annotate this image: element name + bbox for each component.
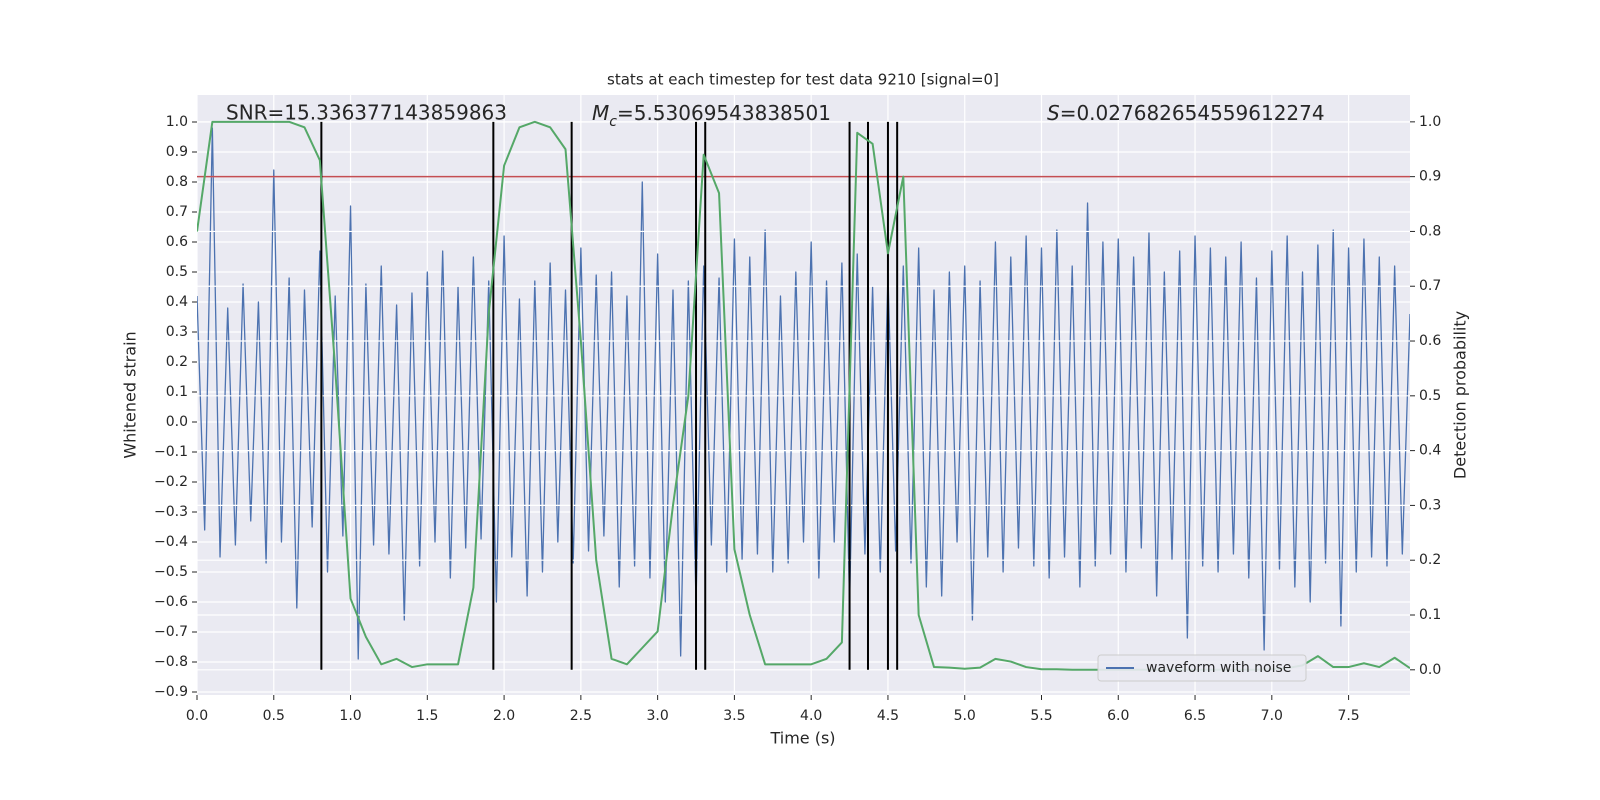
x-tick-label: 0.5 [263, 708, 285, 724]
y-tick-label: −0.9 [154, 684, 188, 700]
data-line [197, 127, 1410, 660]
y2-tick-label: 0.2 [1419, 552, 1441, 568]
y-tick-label: 0.0 [166, 414, 188, 430]
annotation-value: =0.027682654559612274 [1060, 101, 1325, 125]
legend: waveform with noise [1097, 654, 1307, 682]
y2-tick-label: 0.3 [1419, 497, 1441, 513]
y2-tick-label: 0.6 [1419, 333, 1441, 349]
y-tick-label: 0.6 [166, 234, 188, 250]
y-tick-label: −0.6 [154, 594, 188, 610]
legend-label: waveform with noise [1146, 660, 1291, 676]
x-tick-label: 6.0 [1107, 708, 1129, 724]
y-tick-label: −0.4 [154, 534, 188, 550]
annotation-chirp-mass: Mc=5.53069543838501 [592, 101, 831, 131]
x-tick-label: 3.0 [647, 708, 669, 724]
y-tick-label: 0.3 [166, 324, 188, 340]
annotation-snr: SNR=15.336377143859863 [226, 101, 507, 125]
y2-tick-label: 1.0 [1419, 114, 1441, 130]
x-tick-label: 1.0 [339, 708, 361, 724]
annotation-score: S=0.027682654559612274 [1047, 101, 1325, 125]
y-tick-label: 1.0 [166, 114, 188, 130]
legend-box [1097, 654, 1307, 682]
y-tick-label: −0.7 [154, 624, 188, 640]
x-tick-label: 4.5 [877, 708, 899, 724]
waveform-layer [197, 127, 1410, 660]
x-tick-label: 6.5 [1184, 708, 1206, 724]
y-tick-label: 0.1 [166, 384, 188, 400]
annotation-symbol: M [592, 101, 609, 125]
ticks: 0.0 0.5 1.0 1.5 2.0 2.5 3.0 3.5 4.0 4.5 5.0 5.5 6.0 6… [154, 114, 1441, 724]
y-tick-label: −0.8 [154, 654, 188, 670]
y2-tick-label: 0.7 [1419, 278, 1441, 294]
y-tick-label: 0.9 [166, 144, 188, 160]
y-tick-label: −0.5 [154, 564, 188, 580]
y2-tick-label: 0.9 [1419, 169, 1441, 185]
y-tick-label: 0.5 [166, 264, 188, 280]
x-tick-label: 1.5 [416, 708, 438, 724]
annotation-value: =5.53069543838501 [617, 101, 831, 125]
y-tick-label: 0.4 [166, 294, 188, 310]
y-tick-label: 0.2 [166, 354, 188, 370]
chart-title: stats at each timestep for test data 921… [607, 71, 999, 89]
y-axis-label: Whitened strain [121, 331, 140, 458]
x-tick-label: 5.0 [954, 708, 976, 724]
y2-tick-label: 0.4 [1419, 443, 1441, 459]
x-tick-label: 4.0 [800, 708, 822, 724]
y-tick-label: 0.7 [166, 204, 188, 220]
x-axis-label: Time (s) [769, 729, 835, 748]
x-tick-label: 3.5 [723, 708, 745, 724]
annotation-symbol: S [1047, 101, 1060, 125]
y2-axis-label: Detection probability [1451, 311, 1470, 479]
x-tick-label: 2.5 [570, 708, 592, 724]
x-tick-label: 7.0 [1261, 708, 1283, 724]
y-tick-label: −0.3 [154, 504, 188, 520]
y-tick-label: −0.1 [154, 444, 188, 460]
x-tick-label: 2.0 [493, 708, 515, 724]
y2-tick-label: 0.8 [1419, 223, 1441, 239]
plot-area [197, 95, 1410, 695]
y-tick-label: 0.8 [166, 174, 188, 190]
x-tick-label: 5.5 [1030, 708, 1052, 724]
y2-tick-label: 0.0 [1419, 662, 1441, 678]
y2-tick-label: 0.1 [1419, 607, 1441, 623]
y-tick-label: −0.2 [154, 474, 188, 490]
y2-tick-label: 0.5 [1419, 388, 1441, 404]
x-tick-label: 7.5 [1337, 708, 1359, 724]
annotation-subscript: c [609, 114, 617, 130]
x-tick-label: 0.0 [186, 708, 208, 724]
